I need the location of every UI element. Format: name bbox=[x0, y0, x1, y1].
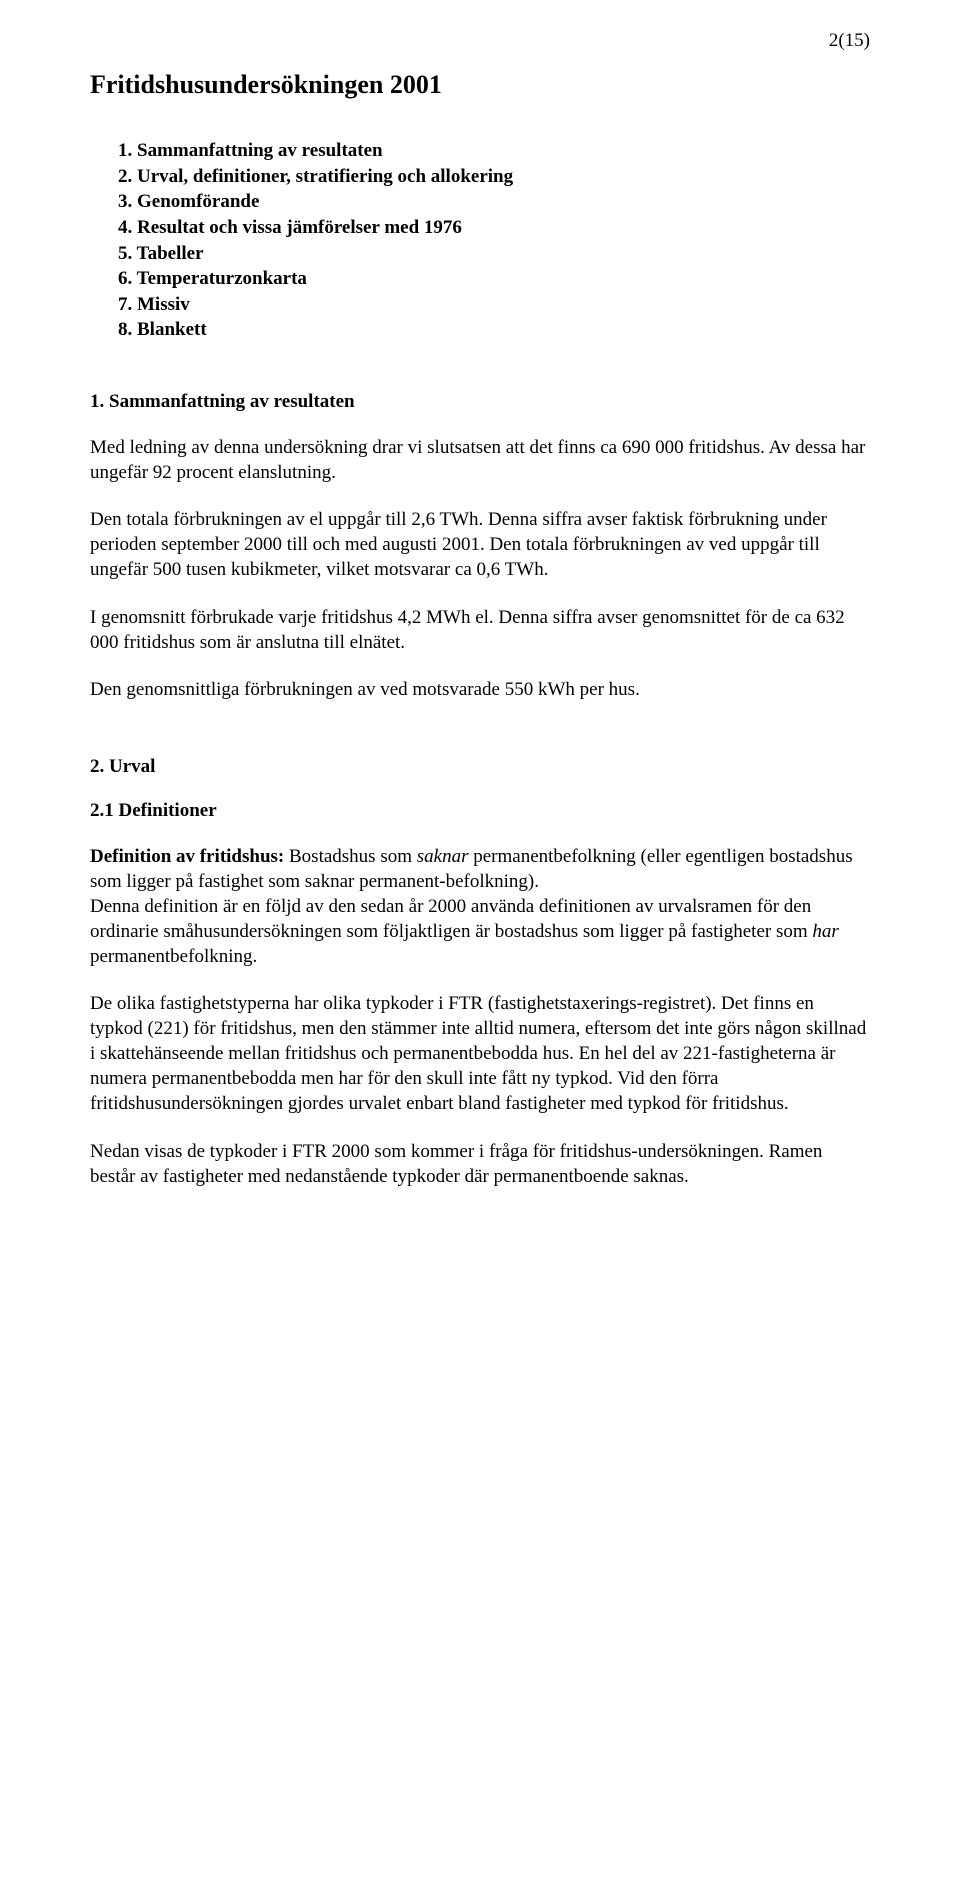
toc-item: 3. Genomförande bbox=[90, 189, 870, 215]
toc-item: 6. Temperaturzonkarta bbox=[90, 266, 870, 292]
toc-item: 7. Missiv bbox=[90, 292, 870, 318]
italic-text: saknar bbox=[417, 846, 469, 867]
paragraph: Med ledning av denna undersökning drar v… bbox=[90, 435, 870, 485]
paragraph-definition: Definition av fritidshus: Bostadshus som… bbox=[90, 844, 870, 969]
toc-item: 1. Sammanfattning av resultaten bbox=[90, 138, 870, 164]
page-number: 2(15) bbox=[90, 30, 870, 52]
toc-item: 5. Tabeller bbox=[90, 241, 870, 267]
toc-item: 4. Resultat och vissa jämförelser med 19… bbox=[90, 215, 870, 241]
italic-text: har bbox=[812, 921, 838, 942]
section-2-1-heading: 2.1 Definitioner bbox=[90, 800, 870, 822]
toc-item: 2. Urval, definitioner, stratifiering oc… bbox=[90, 164, 870, 190]
text-run: Denna definition är en följd av den seda… bbox=[90, 896, 812, 942]
paragraph: I genomsnitt förbrukade varje fritidshus… bbox=[90, 605, 870, 655]
table-of-contents: 1. Sammanfattning av resultaten 2. Urval… bbox=[90, 138, 870, 343]
document-page: 2(15) Fritidshusundersökningen 2001 1. S… bbox=[0, 0, 960, 1251]
paragraph: Nedan visas de typkoder i FTR 2000 som k… bbox=[90, 1139, 870, 1189]
paragraph: Den genomsnittliga förbrukningen av ved … bbox=[90, 677, 870, 702]
section-2-heading: 2. Urval bbox=[90, 756, 870, 778]
definition-label: Definition av fritidshus: bbox=[90, 846, 284, 867]
paragraph: Den totala förbrukningen av el uppgår ti… bbox=[90, 507, 870, 582]
text-run: Bostadshus som bbox=[284, 846, 417, 867]
document-title: Fritidshusundersökningen 2001 bbox=[90, 70, 870, 100]
toc-item: 8. Blankett bbox=[90, 317, 870, 343]
paragraph: De olika fastighetstyperna har olika typ… bbox=[90, 991, 870, 1116]
section-1-heading: 1. Sammanfattning av resultaten bbox=[90, 391, 870, 413]
text-run: permanentbefolkning. bbox=[90, 946, 257, 967]
